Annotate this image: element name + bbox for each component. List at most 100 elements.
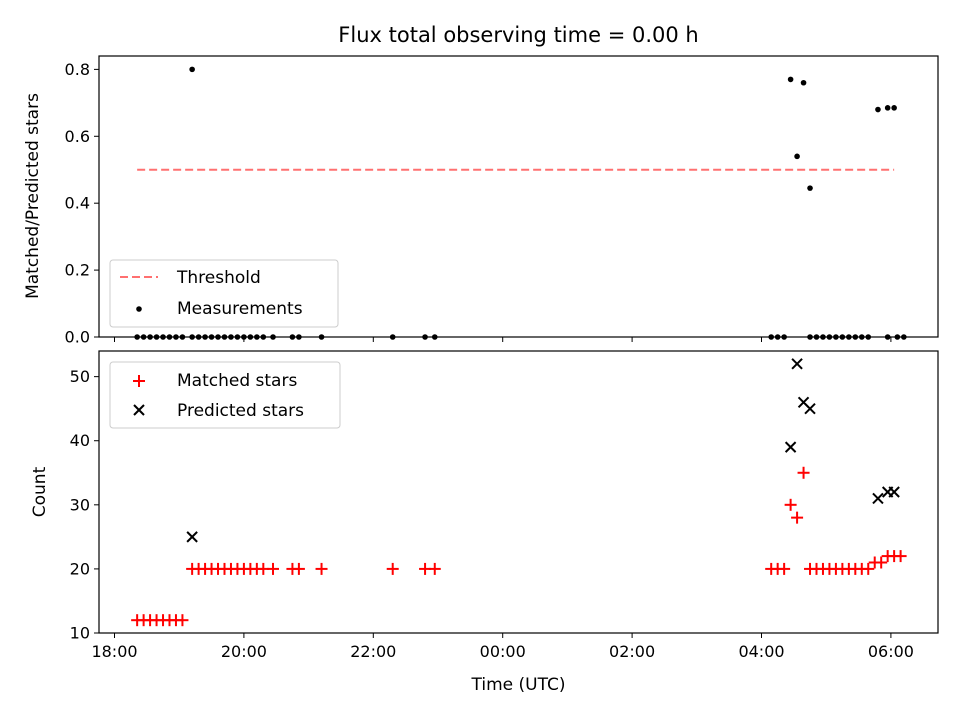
measurement-point: [894, 334, 901, 340]
ratio-legend: Threshold Measurements: [109, 259, 339, 328]
counts-y-tick-label: 10: [70, 624, 90, 643]
matched-point: [862, 562, 875, 575]
counts-x-tick-label: 02:00: [609, 642, 655, 661]
measurement-point: [826, 334, 833, 340]
measurement-point: [260, 334, 267, 340]
measurement-point: [202, 334, 208, 340]
counts-x-tick-label: 18:00: [91, 642, 137, 661]
measurement-point: [768, 334, 775, 340]
counts-x-tick-label: 04:00: [738, 642, 784, 661]
threshold-legend-label: Threshold: [176, 268, 261, 288]
measurement-point: [270, 334, 276, 340]
measurement-point: [289, 334, 296, 340]
measurement-point: [166, 334, 173, 340]
counts-y-axis-label: Count: [30, 466, 50, 517]
predicted-legend-label: Predicted stars: [177, 401, 304, 421]
x-axis-label: Time (UTC): [471, 675, 566, 695]
measurement-point: [422, 334, 428, 340]
counts-x-tick-label: 00:00: [480, 642, 526, 661]
measurement-point: [247, 334, 254, 340]
counts-legend-frame: [109, 361, 341, 429]
measurements-legend-swatch: [136, 306, 142, 312]
measurement-point: [234, 334, 241, 340]
measurement-point: [800, 79, 807, 86]
matched-point: [791, 511, 804, 524]
ratio-y-tick-label: 0.4: [65, 194, 90, 213]
measurement-point: [189, 66, 195, 73]
ratio-y-tick-label: 0.6: [65, 127, 90, 146]
ratio-axes-frame: [98, 55, 939, 338]
counts-x-tick-label: 22:00: [350, 642, 396, 661]
ratio-y-tick-label: 0.0: [65, 328, 90, 347]
counts-axes-frame: [98, 350, 939, 634]
measurement-point: [774, 334, 781, 340]
predicted-point-b: [888, 486, 900, 498]
matched-point: [292, 562, 305, 575]
measurement-point: [852, 334, 859, 340]
measurement-point: [254, 334, 260, 340]
predicted-point-b: [804, 402, 816, 415]
matched-legend-swatch: [133, 375, 145, 387]
measurement-point: [140, 334, 147, 340]
predicted-point-b: [791, 358, 803, 370]
measurement-point: [241, 334, 247, 340]
measurement-point: [431, 334, 438, 340]
measurement-point: [807, 334, 813, 340]
ratio-legend-frame: [109, 259, 339, 328]
measurement-point: [228, 334, 234, 340]
matched-point: [267, 562, 280, 575]
matched-point: [894, 550, 907, 563]
ratio-y-tick-label: 0.8: [65, 60, 90, 79]
matched-legend-label: Matched stars: [177, 371, 297, 391]
measurement-point: [389, 334, 396, 340]
measurement-point: [173, 334, 179, 340]
measurement-point: [794, 153, 800, 160]
counts-plot-area: 10 20 30 40 50 18:00 20:00 22:00 00:00 02:00 04:00…: [70, 350, 939, 661]
measurement-point: [179, 334, 186, 340]
measurement-point: [833, 334, 839, 340]
ratio-plot-area: 0.0 0.2 0.4 0.6 0.8: [65, 55, 939, 347]
matched-point: [797, 466, 810, 479]
measurement-point: [858, 334, 865, 340]
predicted-point: [186, 531, 198, 543]
measurement-point: [189, 334, 195, 340]
matched-point: [176, 614, 189, 627]
predicted-point: [872, 492, 884, 505]
measurement-point: [160, 334, 166, 340]
predicted-legend-swatch: [133, 404, 145, 416]
measurement-point: [839, 334, 846, 340]
measurement-point: [318, 334, 325, 340]
counts-legend: Matched stars Predicted stars: [109, 361, 341, 429]
predicted-point-b: [797, 396, 810, 408]
measurement-point: [134, 334, 140, 340]
counts-x-tick-label: 06:00: [868, 642, 914, 661]
ratio-y-tick-label: 0.2: [65, 261, 90, 280]
chart-title: Flux total observing time = 0.00 h: [338, 23, 698, 47]
measurement-point: [813, 334, 820, 340]
counts-y-tick-label: 30: [70, 495, 90, 514]
measurement-point: [820, 334, 826, 340]
measurement-point: [884, 334, 891, 340]
measurement-point: [787, 76, 794, 83]
measurement-point: [875, 106, 881, 113]
measurement-point: [846, 334, 852, 340]
counts-y-tick-label: 50: [70, 367, 90, 386]
counts-y-tick-label: 20: [70, 559, 90, 578]
measurement-point: [884, 105, 891, 111]
matched-point: [428, 562, 441, 575]
predicted-point: [804, 402, 816, 415]
measurement-point: [296, 334, 302, 340]
matched-point: [778, 562, 791, 575]
measurement-point: [807, 185, 813, 191]
matched-point: [784, 498, 797, 511]
measurement-point: [901, 334, 907, 340]
measurement-point: [781, 334, 787, 340]
predicted-point-b: [186, 531, 198, 543]
measurement-point: [221, 334, 228, 340]
matched-point: [315, 562, 328, 575]
measurement-point: [195, 334, 202, 340]
counts-x-tick-label: 20:00: [221, 642, 267, 661]
measurement-point: [147, 334, 153, 340]
predicted-point: [888, 486, 900, 498]
